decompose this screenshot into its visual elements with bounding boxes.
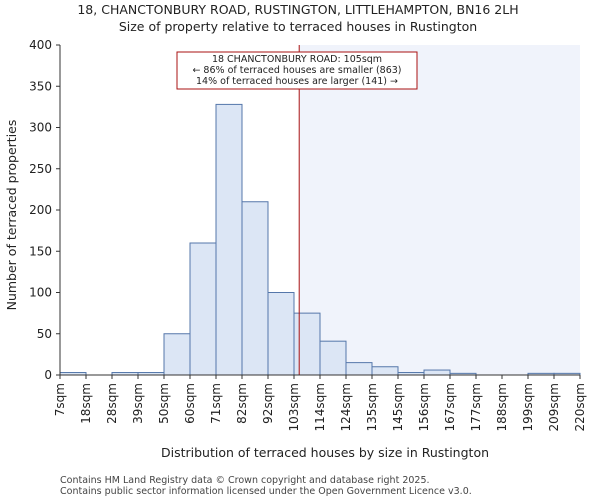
annotation-line-1: 18 CHANCTONBURY ROAD: 105sqm — [212, 54, 382, 65]
bar-135sqm — [371, 366, 399, 376]
annotation-border — [176, 51, 418, 90]
bar-103sqm — [293, 312, 321, 376]
y-tick-label-300: 300 — [29, 121, 52, 135]
x-tick-label-156sqm: 156sqm — [417, 383, 431, 431]
larger-region-shade — [299, 45, 580, 375]
x-tick-label-18sqm: 18sqm — [79, 383, 93, 424]
y-tick-label-250: 250 — [29, 162, 52, 176]
x-tick-label-60sqm: 60sqm — [183, 383, 197, 424]
x-tick-label-103sqm: 103sqm — [287, 383, 301, 431]
x-tick-label-209sqm: 209sqm — [547, 383, 561, 431]
x-tick-label-39sqm: 39sqm — [131, 383, 145, 424]
annotation-line-2: ← 86% of terraced houses are smaller (86… — [192, 65, 401, 76]
y-tick-label-400: 400 — [29, 38, 52, 52]
x-tick-label-167sqm: 167sqm — [443, 383, 457, 431]
x-tick-label-71sqm: 71sqm — [209, 383, 223, 424]
x-tick-label-7sqm: 7sqm — [53, 383, 67, 416]
x-tick-label-177sqm: 177sqm — [469, 383, 483, 431]
footer-line-2: Contains public sector information licen… — [60, 486, 472, 497]
x-axis-label: Distribution of terraced houses by size … — [161, 445, 489, 460]
bar-71sqm — [215, 103, 243, 376]
bar-series — [59, 103, 581, 376]
x-tick-label-199sqm: 199sqm — [521, 383, 535, 431]
y-tick-label-150: 150 — [29, 244, 52, 258]
x-tick-label-220sqm: 220sqm — [573, 383, 587, 431]
x-tick-label-92sqm: 92sqm — [261, 383, 275, 424]
y-axis-label: Number of terraced properties — [4, 120, 19, 311]
bar-92sqm — [267, 292, 295, 376]
y-tick-label-100: 100 — [29, 286, 52, 300]
x-tick-label-50sqm: 50sqm — [157, 383, 171, 424]
y-tick-label-50: 50 — [37, 327, 52, 341]
chart-title-line-2: Size of property relative to terraced ho… — [119, 19, 477, 34]
chart-title-line-1: 18, CHANCTONBURY ROAD, RUSTINGTON, LITTL… — [77, 2, 518, 17]
bar-156sqm — [423, 369, 451, 376]
bar-60sqm — [189, 242, 217, 376]
bar-82sqm — [241, 201, 269, 376]
x-tick-label-124sqm: 124sqm — [339, 383, 353, 431]
footer-line-1: Contains HM Land Registry data © Crown c… — [60, 475, 430, 486]
y-axis-ticks: 0 50 100 150 200 250 300 350 400 — [29, 38, 60, 382]
x-tick-label-145sqm: 145sqm — [391, 383, 405, 431]
annotation-box: 18 CHANCTONBURY ROAD: 105sqm ← 86% of te… — [176, 51, 418, 90]
annotation-line-3: 14% of terraced houses are larger (141) … — [196, 76, 398, 87]
x-axis-ticks: 7sqm 18sqm 28sqm 39sqm 50sqm 60sqm 71sqm 82sqm 9… — [53, 375, 587, 431]
x-tick-label-114sqm: 114sqm — [313, 383, 327, 431]
y-tick-label-350: 350 — [29, 79, 52, 93]
bar-50sqm — [163, 333, 191, 376]
x-tick-label-82sqm: 82sqm — [235, 383, 249, 424]
x-tick-label-188sqm: 188sqm — [495, 383, 509, 431]
bar-124sqm — [345, 362, 373, 376]
x-tick-label-135sqm: 135sqm — [365, 383, 379, 431]
x-tick-label-28sqm: 28sqm — [105, 383, 119, 424]
y-tick-label-200: 200 — [29, 203, 52, 217]
y-tick-label-0: 0 — [44, 368, 52, 382]
bar-114sqm — [319, 340, 347, 376]
